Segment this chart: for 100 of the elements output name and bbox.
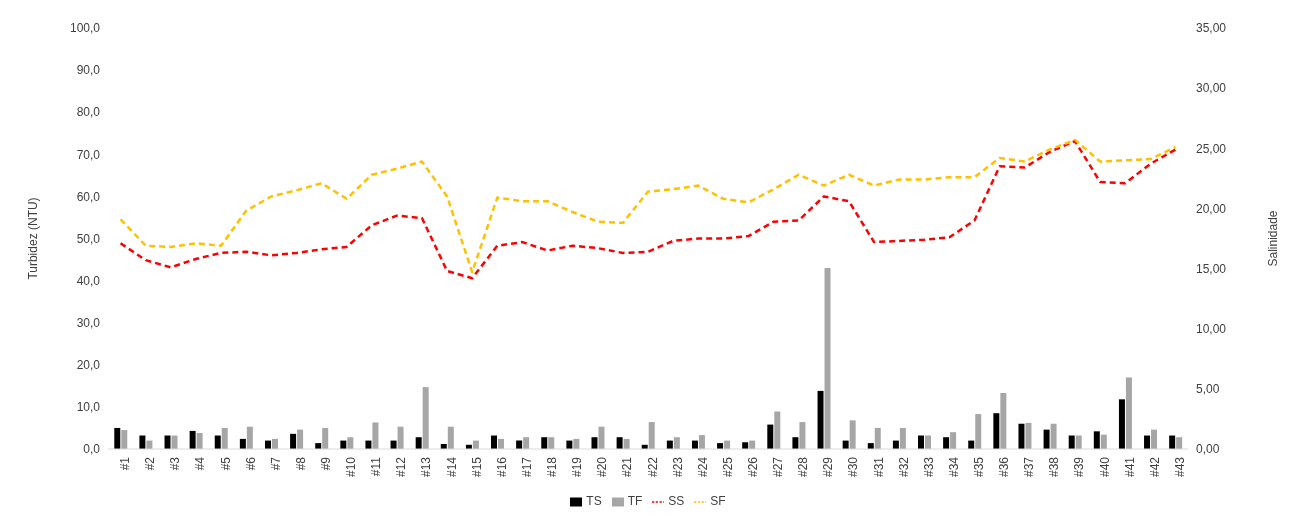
x-tick-label: #27 bbox=[771, 456, 786, 478]
x-tick-label: #24 bbox=[695, 456, 710, 478]
bar bbox=[523, 437, 530, 449]
bar bbox=[221, 427, 228, 449]
bar bbox=[1025, 422, 1032, 449]
bar bbox=[246, 426, 253, 449]
x-tick-label: #33 bbox=[921, 456, 936, 478]
bar bbox=[121, 430, 128, 449]
bar bbox=[975, 414, 982, 449]
bar bbox=[824, 267, 831, 449]
x-tick-label: #1 bbox=[118, 456, 133, 471]
x-tick-label: #21 bbox=[620, 456, 635, 478]
bar bbox=[1151, 429, 1158, 449]
x-tick-label: #6 bbox=[243, 456, 258, 471]
bar bbox=[648, 422, 655, 449]
x-tick-label: #26 bbox=[745, 456, 760, 478]
bar bbox=[616, 437, 623, 449]
bar bbox=[817, 390, 824, 449]
bar bbox=[290, 433, 297, 449]
bar bbox=[673, 437, 680, 449]
bar bbox=[767, 424, 774, 449]
x-tick-label: #40 bbox=[1097, 456, 1112, 478]
bar bbox=[196, 433, 203, 449]
bar bbox=[372, 422, 379, 449]
bar bbox=[397, 426, 404, 449]
bar bbox=[322, 427, 329, 449]
x-tick-label: #25 bbox=[720, 456, 735, 478]
x-tick-label: #11 bbox=[369, 456, 384, 477]
bar bbox=[114, 427, 121, 449]
x-tick-label: #3 bbox=[168, 456, 183, 471]
bar bbox=[849, 420, 856, 449]
legend-label: SF bbox=[710, 494, 726, 508]
bar bbox=[598, 426, 605, 449]
bar bbox=[297, 429, 304, 449]
bar bbox=[447, 426, 454, 449]
x-tick-label: #10 bbox=[344, 456, 359, 478]
x-tick-label: #5 bbox=[218, 456, 233, 471]
y-tick-label: 100,0 bbox=[69, 21, 101, 36]
y-tick-label: 30,0 bbox=[76, 315, 101, 330]
x-tick-label: #18 bbox=[545, 456, 560, 478]
x-tick-label: #15 bbox=[469, 456, 484, 478]
bar bbox=[1100, 434, 1107, 449]
bar bbox=[189, 430, 196, 449]
legend-label: TF bbox=[627, 494, 643, 508]
bar bbox=[1018, 423, 1025, 449]
y-tick-label: 0,0 bbox=[83, 442, 101, 457]
y2-tick-label: 0,00 bbox=[1196, 442, 1220, 457]
bar bbox=[1118, 399, 1125, 449]
bar bbox=[698, 435, 705, 449]
bar bbox=[799, 422, 806, 449]
bar bbox=[548, 437, 555, 449]
legend-label: TS bbox=[586, 494, 602, 508]
x-tick-label: #42 bbox=[1147, 456, 1162, 478]
x-tick-label: #13 bbox=[419, 456, 434, 478]
bar bbox=[1176, 437, 1183, 449]
bar bbox=[591, 437, 598, 449]
x-tick-label: #2 bbox=[143, 456, 158, 471]
x-tick-label: #34 bbox=[946, 456, 961, 478]
x-tick-label: #32 bbox=[896, 456, 911, 478]
bar bbox=[950, 432, 957, 449]
bar bbox=[899, 427, 906, 449]
y-tick-label: 60,0 bbox=[76, 189, 101, 204]
bar bbox=[541, 437, 548, 449]
y2-tick-label: 35,00 bbox=[1196, 21, 1227, 36]
x-tick-label: #43 bbox=[1172, 456, 1187, 478]
y2-tick-label: 30,00 bbox=[1196, 81, 1227, 96]
y-tick-label: 90,0 bbox=[76, 63, 101, 78]
bar bbox=[774, 411, 781, 449]
x-tick-label: #29 bbox=[821, 456, 836, 478]
x-tick-label: #41 bbox=[1122, 456, 1137, 478]
x-tick-label: #37 bbox=[1022, 456, 1037, 478]
bar bbox=[874, 427, 881, 449]
x-tick-label: #8 bbox=[293, 456, 308, 471]
x-tick-label: #35 bbox=[972, 456, 987, 478]
x-tick-label: #31 bbox=[871, 456, 886, 478]
y-tick-label: 50,0 bbox=[76, 231, 101, 246]
bar bbox=[1000, 393, 1007, 449]
y2-tick-label: 10,00 bbox=[1196, 321, 1227, 336]
x-tick-label: #12 bbox=[394, 456, 409, 478]
y2-tick-label: 15,00 bbox=[1196, 261, 1227, 276]
bar bbox=[993, 413, 1000, 449]
bar bbox=[1043, 429, 1050, 449]
bar bbox=[422, 387, 429, 449]
x-tick-label: #30 bbox=[846, 456, 861, 478]
x-tick-label: #38 bbox=[1047, 456, 1062, 478]
y2-tick-label: 5,00 bbox=[1196, 382, 1220, 397]
bar bbox=[1093, 431, 1100, 449]
x-tick-label: #36 bbox=[997, 456, 1012, 478]
x-tick-label: #16 bbox=[494, 456, 509, 478]
x-tick-label: #20 bbox=[595, 456, 610, 478]
bar bbox=[943, 437, 950, 449]
y2-tick-label: 20,00 bbox=[1196, 201, 1227, 216]
y-tick-label: 40,0 bbox=[76, 273, 101, 288]
bar bbox=[415, 437, 422, 449]
x-tick-label: #17 bbox=[519, 456, 534, 478]
y-axis-title: Turbidez (NTU) bbox=[26, 197, 41, 280]
y2-axis-title: Salinidade bbox=[1266, 210, 1281, 267]
y2-tick-label: 25,00 bbox=[1196, 141, 1227, 156]
y-tick-label: 10,0 bbox=[76, 400, 101, 415]
x-tick-label: #28 bbox=[796, 456, 811, 478]
